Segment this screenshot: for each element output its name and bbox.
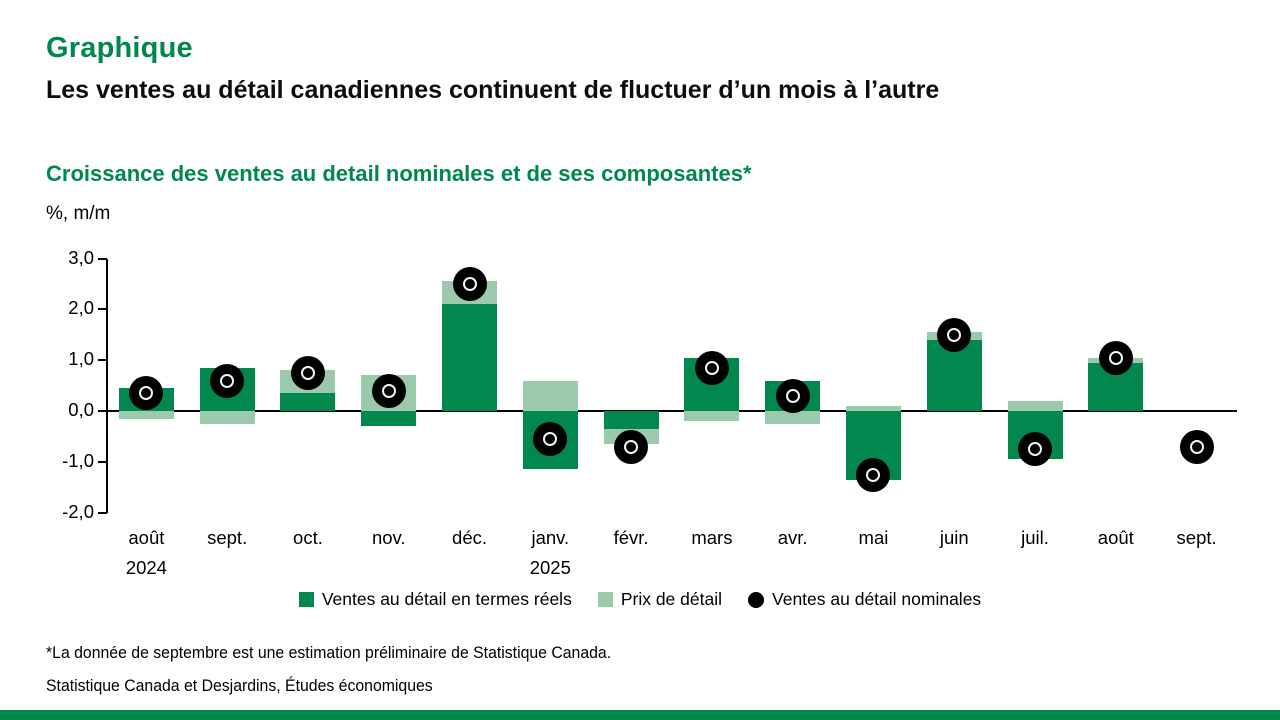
bar-segment-prix (280, 370, 336, 394)
y-axis-tick (98, 359, 107, 362)
x-month-label: mars (691, 527, 733, 548)
bar-segment-reel (1088, 362, 1144, 411)
nominal-sales-dot (856, 457, 891, 492)
page-kicker: Graphique (46, 32, 193, 64)
bar-segment-prix (522, 380, 578, 411)
y-axis-tick (98, 511, 107, 514)
bar-segment-prix (684, 411, 740, 422)
nominal-sales-dot (129, 376, 164, 411)
y-tick-label: -1,0 (62, 449, 94, 471)
bar-segment-prix (926, 332, 982, 340)
footer-accent-bar (0, 710, 1280, 720)
bar-segment-prix (199, 411, 255, 424)
legend-item: Ventes au détail nominales (748, 589, 981, 610)
x-month-label: oct. (293, 527, 323, 548)
x-month-label: févr. (613, 527, 649, 548)
y-tick-label: 1,0 (68, 348, 94, 370)
bar-segment-prix (1007, 400, 1063, 411)
bar-segment-reel (684, 357, 740, 411)
y-tick-label: 0,0 (68, 399, 94, 420)
y-axis-tick (98, 460, 107, 463)
page-title: Les ventes au détail canadiennes continu… (46, 76, 940, 104)
x-axis-zero-line (106, 410, 1237, 412)
bar-segment-reel (926, 339, 982, 411)
chart-legend: Ventes au détail en termes réels Prix de … (0, 589, 1280, 610)
x-month-label: août (128, 527, 165, 548)
y-axis-tick (98, 257, 107, 260)
footnote-text: *La donnée de septembre est une estimati… (46, 643, 612, 662)
nominal-sales-dot (775, 378, 810, 413)
y-axis-line (106, 258, 108, 513)
bar-segment-prix (361, 375, 417, 411)
x-month-label: mai (858, 527, 889, 548)
x-month-label: janv. (531, 527, 570, 548)
nominal-sales-dot (533, 421, 568, 456)
legend-label: Ventes au détail nominales (772, 589, 982, 609)
legend-item: Prix de détail (597, 589, 722, 610)
x-month-label: avr. (777, 527, 808, 548)
nominal-sales-dot (1098, 340, 1133, 375)
x-month-label: sept. (207, 527, 248, 548)
bar-segment-reel (118, 388, 174, 411)
bar-segment-reel (361, 411, 417, 427)
legend-circle-marker (748, 591, 764, 608)
source-text: Statistique Canada et Desjardins, Études… (46, 676, 433, 695)
bar-segment-prix (765, 411, 821, 424)
x-month-label: août (1097, 527, 1134, 548)
y-tick-label: 2,0 (68, 297, 94, 319)
nominal-sales-dot (614, 429, 649, 464)
bar-segment-reel (522, 411, 578, 470)
bar-segment-prix (1088, 357, 1144, 363)
x-month-label: juin (939, 527, 969, 548)
nominal-sales-dot (937, 317, 972, 352)
bar-segment-prix (603, 428, 659, 444)
bar-segment-prix (118, 411, 174, 419)
nominal-sales-dot (1018, 432, 1053, 467)
y-axis-unit-label: %, m/m (46, 203, 111, 224)
bar-segment-reel (280, 393, 336, 411)
legend-label: Prix de détail (620, 589, 722, 609)
y-tick-label: -2,0 (62, 500, 94, 522)
bar-segment-prix (442, 281, 498, 305)
nominal-sales-dot (452, 267, 487, 301)
legend-item: Ventes au détail en termes réels (298, 589, 572, 610)
bar-segment-reel (199, 367, 255, 411)
nominal-sales-dot (371, 373, 406, 408)
y-axis-tick (98, 308, 107, 311)
y-tick-label: 3,0 (68, 246, 94, 268)
nominal-sales-dot (1179, 429, 1214, 464)
nominal-sales-dot (694, 350, 729, 385)
x-month-label: juil. (1021, 527, 1049, 548)
nominal-sales-dot (210, 363, 245, 398)
legend-square-marker (597, 592, 613, 607)
bar-segment-reel (442, 304, 498, 411)
bar-segment-reel (845, 411, 901, 480)
x-year-label: 2025 (529, 557, 571, 578)
legend-square-marker (298, 592, 314, 607)
chart-title: Croissance des ventes au detail nominale… (46, 161, 752, 186)
nominal-sales-dot (290, 355, 325, 390)
x-month-label: déc. (452, 527, 488, 548)
y-axis-tick (98, 410, 107, 412)
bar-segment-prix (845, 405, 901, 411)
x-month-label: sept. (1176, 527, 1217, 548)
x-year-label: 2024 (125, 557, 167, 578)
x-month-label: nov. (371, 527, 406, 548)
legend-label: Ventes au détail en termes réels (321, 589, 572, 609)
bar-segment-reel (765, 380, 821, 411)
bar-segment-reel (1007, 411, 1063, 460)
bar-segment-reel (603, 411, 659, 429)
